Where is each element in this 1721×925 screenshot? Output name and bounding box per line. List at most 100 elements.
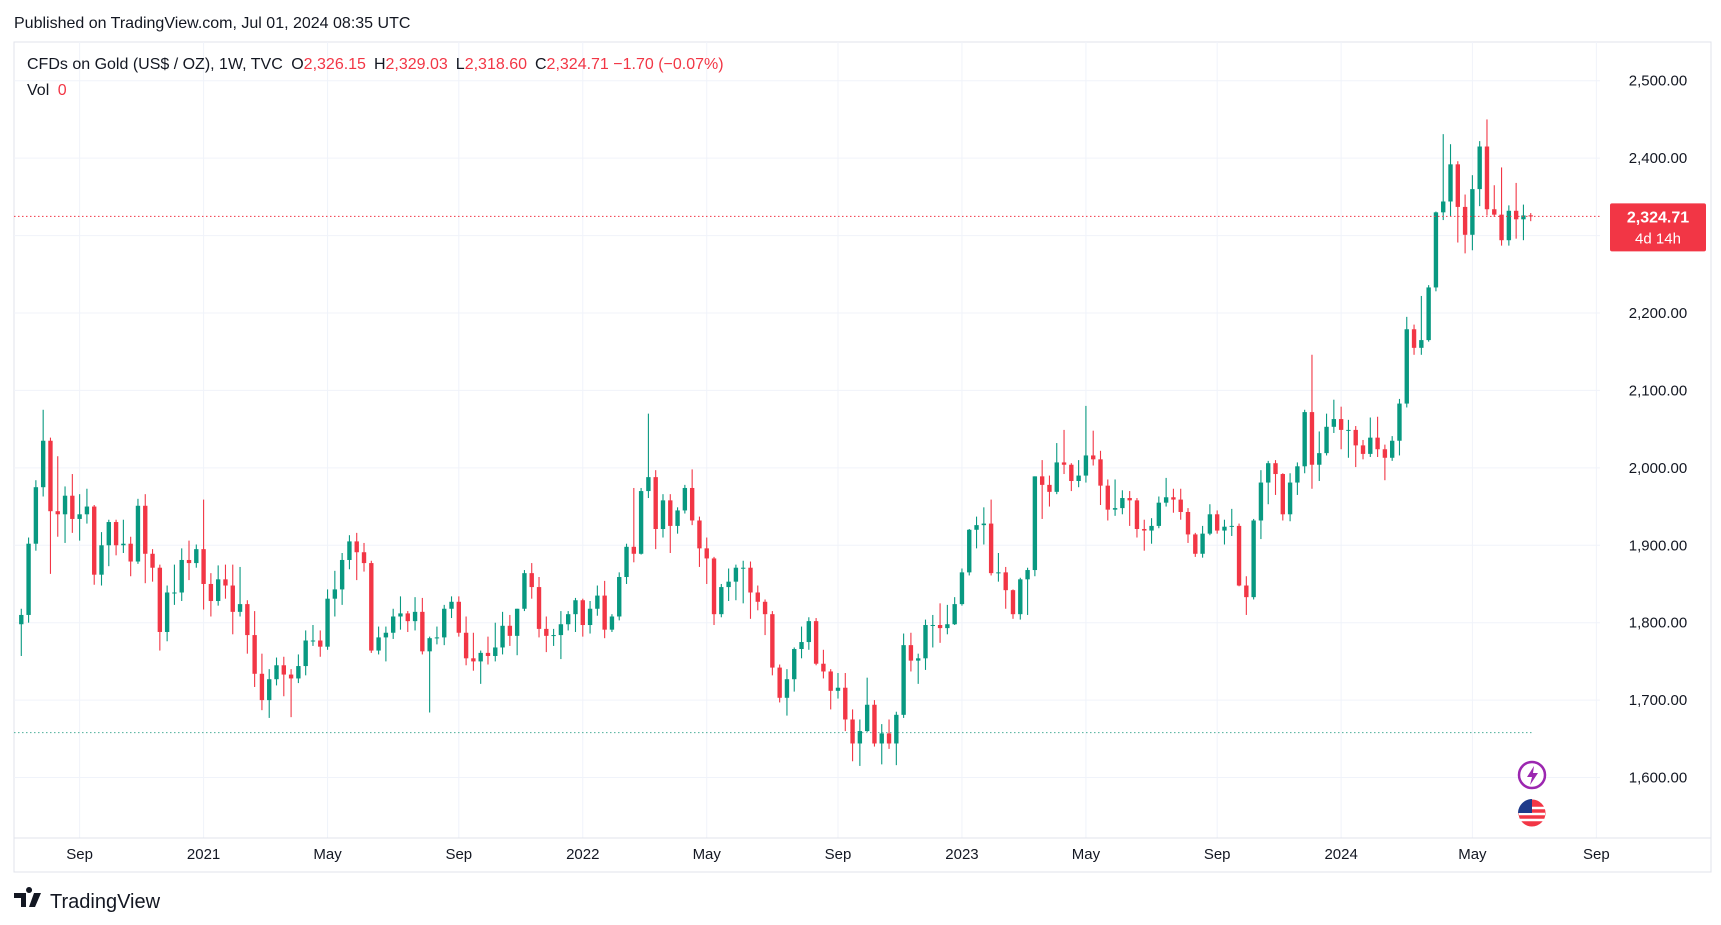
x-tick-label: Sep bbox=[825, 846, 852, 863]
candle-body bbox=[566, 614, 571, 625]
candle-body bbox=[55, 511, 60, 515]
candle-body bbox=[164, 592, 170, 632]
candle-body bbox=[412, 611, 418, 622]
candle-body bbox=[755, 592, 760, 602]
candle-body bbox=[1112, 508, 1118, 510]
candle-body bbox=[850, 719, 855, 744]
candle-body bbox=[84, 506, 90, 515]
candle-body bbox=[901, 645, 906, 715]
candle-body bbox=[843, 687, 848, 720]
candle-body bbox=[587, 608, 593, 626]
icons bbox=[1517, 760, 1547, 828]
volume-legend: Vol 0 bbox=[27, 82, 67, 99]
candle-body bbox=[1018, 579, 1023, 615]
candle-body bbox=[1317, 453, 1322, 465]
candle-body bbox=[1492, 209, 1497, 215]
candle-body bbox=[1069, 464, 1074, 482]
candle-body bbox=[1156, 502, 1162, 526]
candle-body bbox=[493, 647, 498, 656]
candle-body bbox=[792, 649, 797, 680]
candle-body bbox=[770, 614, 775, 668]
candle-body bbox=[631, 546, 637, 554]
candle-body bbox=[1338, 419, 1344, 430]
candle-body bbox=[923, 625, 928, 659]
candle-body bbox=[135, 505, 141, 562]
candle-body bbox=[821, 663, 826, 672]
candle-body bbox=[704, 548, 709, 559]
candle-body bbox=[449, 601, 454, 609]
candle-body bbox=[143, 505, 148, 554]
candle-body bbox=[1309, 412, 1315, 465]
candle-body bbox=[996, 572, 1001, 574]
candle-body bbox=[1462, 206, 1468, 235]
candle-body bbox=[1499, 214, 1504, 241]
x-tick-label: May bbox=[313, 846, 342, 863]
candle-body bbox=[296, 666, 301, 679]
candle-body bbox=[872, 704, 877, 744]
candle-body bbox=[529, 573, 534, 588]
candle-body bbox=[1142, 529, 1147, 531]
candle-body bbox=[988, 523, 994, 574]
candle-body bbox=[1047, 484, 1052, 492]
candle-body bbox=[689, 487, 695, 521]
candle-body bbox=[799, 642, 804, 650]
candle-body bbox=[420, 611, 425, 652]
candle-body bbox=[1061, 462, 1067, 465]
candle-body bbox=[558, 624, 564, 636]
candle-body bbox=[172, 592, 177, 594]
candle-body bbox=[113, 522, 119, 546]
candle-body bbox=[288, 674, 294, 679]
x-tick-label: 2022 bbox=[566, 846, 599, 863]
volume-label: Vol bbox=[27, 82, 49, 99]
candle-body bbox=[26, 543, 31, 615]
candle-body bbox=[339, 559, 345, 590]
candle-body bbox=[1506, 210, 1512, 241]
candle-body bbox=[1091, 455, 1096, 460]
candle-body bbox=[1207, 514, 1213, 534]
candle-body bbox=[1003, 572, 1008, 591]
candle-body bbox=[1251, 520, 1256, 598]
symbol: CFDs on Gold (US$ / OZ), 1W, TVC bbox=[27, 56, 283, 73]
candle-body bbox=[150, 553, 155, 568]
candle-body bbox=[442, 608, 447, 638]
candle-body bbox=[194, 549, 199, 564]
candle-body bbox=[806, 621, 812, 643]
candle-body bbox=[128, 543, 133, 562]
lightning bbox=[1527, 766, 1538, 785]
candle-body bbox=[945, 624, 950, 629]
candle-body bbox=[471, 658, 476, 662]
candle-body bbox=[1346, 429, 1351, 431]
x-tick-label: May bbox=[1458, 846, 1487, 863]
candle-body bbox=[463, 632, 469, 659]
candle-body bbox=[916, 658, 921, 661]
published: Published on TradingView.com, Jul 01, 20… bbox=[14, 15, 410, 32]
candle-body bbox=[894, 714, 899, 744]
candle-body bbox=[1455, 164, 1460, 207]
candle-body bbox=[1200, 533, 1205, 554]
ohlc-values: O2,326.15 H2,329.03 L2,318.60 C2,324.71 bbox=[291, 56, 613, 73]
candle-body bbox=[1266, 463, 1271, 483]
candle-body bbox=[1521, 215, 1526, 220]
candle-body bbox=[536, 587, 542, 629]
x-tick-label: 2023 bbox=[945, 846, 978, 863]
candle-body bbox=[580, 600, 585, 626]
candle-body bbox=[668, 500, 673, 526]
candle-body bbox=[1397, 403, 1402, 441]
candle-body bbox=[186, 559, 192, 564]
candle-body bbox=[1470, 189, 1475, 235]
candle-body bbox=[318, 640, 323, 647]
candle-body bbox=[660, 500, 666, 530]
candle-body bbox=[19, 614, 24, 625]
candle-body bbox=[121, 543, 126, 546]
candle-body bbox=[762, 601, 768, 615]
candle-body bbox=[967, 529, 972, 573]
candle-body bbox=[1375, 437, 1380, 450]
candle-body bbox=[828, 671, 833, 691]
candle-body bbox=[376, 637, 381, 651]
candle-body bbox=[1185, 511, 1191, 535]
y-tick-label: 2,400.00 bbox=[1629, 150, 1687, 167]
volume-value: 0 bbox=[58, 82, 67, 99]
candle-body bbox=[1411, 329, 1417, 348]
brand: TradingView bbox=[50, 891, 161, 913]
x-tick-label: May bbox=[1072, 846, 1101, 863]
